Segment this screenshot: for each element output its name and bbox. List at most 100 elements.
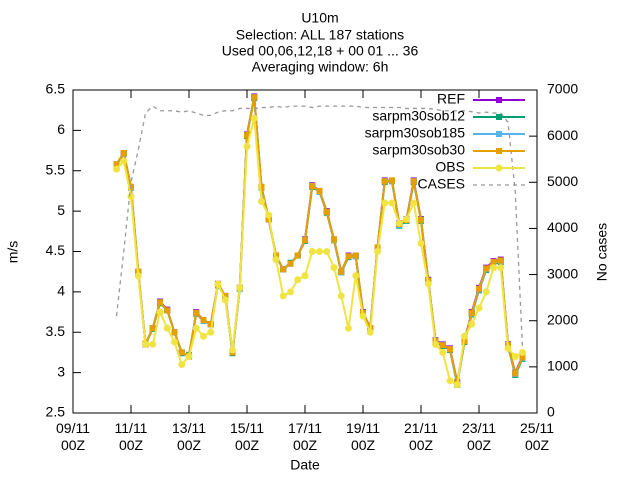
point bbox=[157, 299, 163, 306]
x-tick-label-line: 00Z bbox=[525, 437, 550, 453]
point bbox=[171, 329, 178, 336]
point bbox=[410, 178, 417, 185]
point bbox=[192, 324, 200, 332]
point bbox=[265, 211, 273, 219]
point bbox=[120, 149, 127, 156]
point bbox=[519, 354, 526, 361]
y-tick-label: 6 bbox=[57, 121, 65, 137]
point bbox=[337, 292, 345, 300]
legend-marker bbox=[496, 131, 502, 137]
y2-tick-label: 2000 bbox=[547, 311, 578, 327]
point bbox=[280, 266, 287, 273]
legend-label: sarpm30sob30 bbox=[372, 142, 465, 158]
y2-axis-label: No cases bbox=[594, 223, 610, 281]
x-tick-label: 11/11 00Z bbox=[115, 420, 148, 453]
point bbox=[287, 288, 294, 296]
point bbox=[142, 340, 149, 348]
point bbox=[345, 253, 352, 260]
y-tick-label: 3.5 bbox=[46, 323, 66, 339]
point bbox=[424, 280, 432, 288]
point bbox=[149, 325, 156, 332]
x-tick-label: 17/11 00Z bbox=[288, 420, 322, 453]
point bbox=[149, 340, 157, 348]
point bbox=[164, 307, 171, 314]
point bbox=[381, 178, 388, 185]
x-tick-label-line: 00Z bbox=[235, 437, 260, 453]
point bbox=[338, 268, 345, 275]
y-tick-label: 4 bbox=[57, 283, 65, 299]
point bbox=[171, 338, 178, 346]
plot-frame bbox=[72, 89, 538, 414]
legend-marker bbox=[496, 97, 502, 103]
point bbox=[244, 132, 250, 139]
y2-tick-label: 0 bbox=[547, 404, 555, 420]
point bbox=[113, 165, 120, 173]
point bbox=[482, 288, 490, 296]
x-tick-label-line: 09/11 bbox=[56, 420, 90, 436]
y-axis-label: m/s bbox=[5, 241, 21, 264]
point bbox=[511, 352, 519, 360]
x-axis-label: Date bbox=[290, 457, 320, 473]
point bbox=[200, 332, 207, 340]
point bbox=[345, 324, 352, 332]
point bbox=[258, 183, 265, 190]
point bbox=[236, 284, 244, 292]
legend-label: sarpm30sob12 bbox=[372, 108, 465, 124]
point bbox=[178, 349, 185, 356]
series-line bbox=[115, 105, 524, 349]
point bbox=[294, 276, 302, 284]
point bbox=[352, 272, 360, 280]
point bbox=[302, 237, 308, 244]
point bbox=[163, 324, 171, 332]
point bbox=[207, 321, 214, 328]
x-tick-label: 13/11 00Z bbox=[172, 420, 206, 453]
x-tick-label-line: 00Z bbox=[119, 437, 144, 453]
point bbox=[504, 344, 512, 352]
point bbox=[461, 332, 468, 340]
y2-tick-label: 5000 bbox=[547, 173, 578, 189]
x-tick-label: 19/11 00Z bbox=[346, 420, 380, 453]
point bbox=[127, 193, 135, 201]
point bbox=[156, 308, 164, 316]
point bbox=[243, 143, 251, 151]
y2-tick-label: 3000 bbox=[547, 265, 578, 281]
y-tick-label: 4.5 bbox=[46, 242, 66, 258]
point bbox=[497, 264, 505, 272]
chart-subtitle: Used 00,06,12,18 + 00 01 ... 36 bbox=[222, 43, 419, 59]
x-tick-label: 15/11 00Z bbox=[230, 420, 264, 453]
x-tick-label-line: 15/11 bbox=[230, 420, 264, 436]
point bbox=[447, 346, 453, 353]
point bbox=[389, 177, 395, 184]
chart-title: U10m bbox=[301, 10, 338, 26]
legend-label: REF bbox=[437, 91, 465, 107]
point bbox=[185, 352, 193, 360]
point bbox=[258, 197, 265, 205]
point bbox=[134, 272, 142, 280]
x-tick-label: 21/11 00Z bbox=[404, 420, 438, 453]
point bbox=[388, 199, 396, 207]
point bbox=[476, 285, 482, 292]
point bbox=[229, 346, 236, 354]
legend-marker bbox=[496, 114, 502, 120]
point bbox=[475, 304, 483, 312]
point bbox=[316, 248, 323, 255]
point bbox=[113, 161, 120, 168]
x-tick-label-line: 25/11 bbox=[520, 420, 554, 436]
x-tick-label-line: 00Z bbox=[409, 437, 434, 453]
y-tick-label: 5 bbox=[57, 202, 65, 218]
point bbox=[403, 215, 410, 223]
legend-marker bbox=[496, 148, 502, 154]
point bbox=[309, 183, 316, 190]
y-tick-label: 2.5 bbox=[46, 404, 66, 420]
point bbox=[178, 361, 186, 369]
point bbox=[374, 248, 381, 255]
x-tick-label-line: 00Z bbox=[61, 437, 86, 453]
y-tick-label: 3 bbox=[57, 363, 65, 379]
point bbox=[410, 199, 418, 207]
point bbox=[381, 199, 389, 207]
point bbox=[366, 328, 374, 336]
point bbox=[301, 272, 309, 280]
point bbox=[446, 377, 454, 385]
point bbox=[193, 309, 200, 316]
